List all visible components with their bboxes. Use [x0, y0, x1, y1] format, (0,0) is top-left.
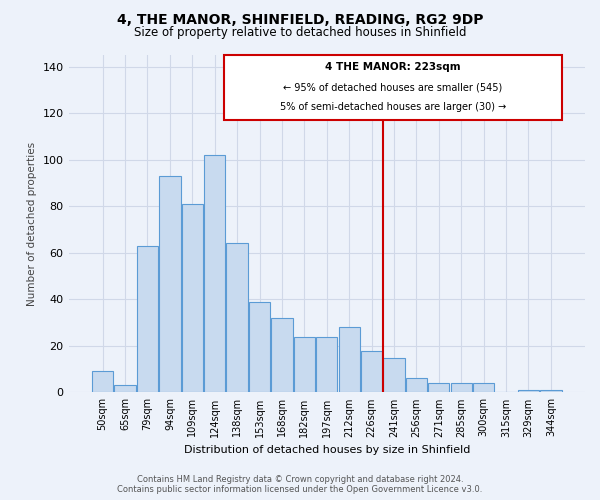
Bar — [383, 358, 404, 392]
Bar — [249, 302, 270, 392]
Bar — [361, 350, 382, 393]
Text: 5% of semi-detached houses are larger (30) →: 5% of semi-detached houses are larger (3… — [280, 102, 506, 112]
Bar — [224, 55, 562, 120]
Bar — [204, 155, 226, 392]
Text: 4 THE MANOR: 223sqm: 4 THE MANOR: 223sqm — [325, 62, 461, 72]
Bar — [92, 372, 113, 392]
Text: Size of property relative to detached houses in Shinfield: Size of property relative to detached ho… — [134, 26, 466, 39]
Bar — [294, 336, 315, 392]
Bar — [115, 386, 136, 392]
Bar — [406, 378, 427, 392]
Bar — [473, 383, 494, 392]
Bar — [518, 390, 539, 392]
Bar — [316, 336, 337, 392]
Text: Contains HM Land Registry data © Crown copyright and database right 2024.
Contai: Contains HM Land Registry data © Crown c… — [118, 474, 482, 494]
Bar — [540, 390, 562, 392]
Text: ← 95% of detached houses are smaller (545): ← 95% of detached houses are smaller (54… — [283, 83, 503, 93]
Bar — [338, 328, 360, 392]
Text: 4, THE MANOR, SHINFIELD, READING, RG2 9DP: 4, THE MANOR, SHINFIELD, READING, RG2 9D… — [117, 12, 483, 26]
Bar — [137, 246, 158, 392]
Bar — [159, 176, 181, 392]
Bar — [182, 204, 203, 392]
Bar — [271, 318, 293, 392]
Bar — [428, 383, 449, 392]
Y-axis label: Number of detached properties: Number of detached properties — [27, 142, 37, 306]
Bar — [226, 244, 248, 392]
Bar — [451, 383, 472, 392]
X-axis label: Distribution of detached houses by size in Shinfield: Distribution of detached houses by size … — [184, 445, 470, 455]
